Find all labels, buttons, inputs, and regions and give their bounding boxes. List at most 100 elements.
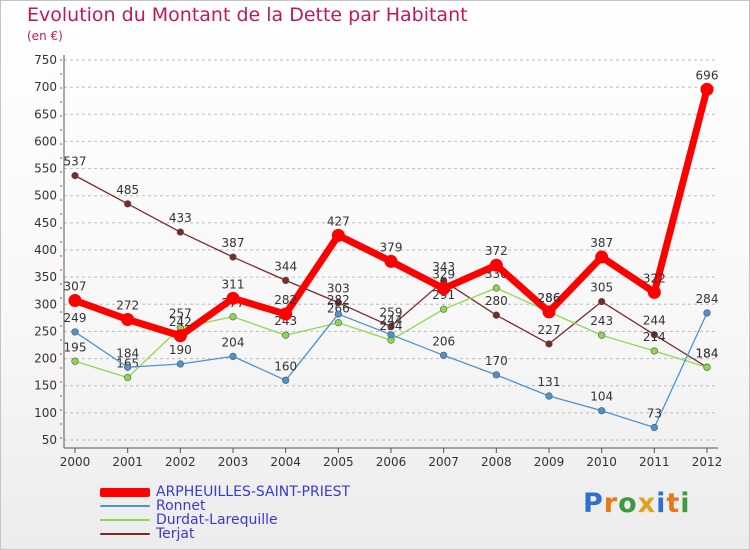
data-point [647,285,661,299]
legend-label: Durdat-Larequille [156,512,278,528]
y-tick-label: 400 [34,243,57,257]
data-label: 427 [327,214,350,228]
data-label: 272 [116,298,139,312]
y-tick-label: 450 [34,216,57,230]
data-label: 343 [432,260,455,274]
x-tick-label: 2008 [481,455,512,469]
data-point [545,340,553,348]
data-point [229,253,237,261]
data-point [68,293,82,307]
legend-swatch [100,519,150,521]
data-label: 387 [590,236,613,250]
x-tick-label: 2011 [639,455,670,469]
data-point [176,360,184,368]
logo-letter: P [583,488,604,519]
x-tick-label: 2004 [270,455,301,469]
data-label: 485 [116,183,139,197]
logo-letter: i [680,488,691,519]
y-tick-label: 600 [34,134,57,148]
x-tick-label: 2000 [60,455,91,469]
proxiti-logo: Proxiti [583,488,691,519]
data-point [176,228,184,236]
data-label: 104 [590,390,613,404]
data-label: 311 [222,277,245,291]
data-point [282,276,290,285]
data-point [703,309,711,317]
data-label: 307 [64,279,87,293]
data-label: 282 [274,293,297,307]
data-label: 537 [64,155,87,169]
data-point [440,351,448,359]
data-point [598,297,606,306]
data-label: 259 [380,306,403,320]
x-tick-label: 2012 [692,455,723,469]
y-tick-label: 650 [34,107,57,121]
data-point [492,371,500,379]
data-point [387,322,395,331]
data-label: 204 [222,335,245,349]
data-point [124,373,132,382]
data-point [492,284,500,292]
data-point [71,328,79,336]
data-point [598,331,606,339]
y-tick-label: 550 [34,162,57,176]
data-label: 242 [169,315,192,329]
data-point [279,307,293,321]
chart-subtitle: (en €) [27,29,63,43]
legend-swatch [100,505,150,507]
data-label: 291 [432,288,455,302]
data-point [124,200,132,208]
x-tick-label: 2002 [165,455,196,469]
x-tick-label: 2003 [218,455,249,469]
data-label: 184 [696,346,719,360]
data-label: 244 [643,314,666,328]
y-tick-label: 350 [34,270,57,284]
data-point [440,305,448,313]
data-point [334,310,342,318]
data-label: 131 [538,375,561,389]
logo-letter: t [666,488,681,519]
data-point [650,331,658,339]
data-label: 696 [696,68,719,82]
y-tick-label: 200 [34,352,57,366]
data-label: 284 [696,292,719,306]
x-tick-label: 2005 [323,455,354,469]
data-label: 344 [274,259,297,273]
data-point [226,291,240,305]
y-tick-label: 300 [34,297,57,311]
data-label: 305 [590,281,613,295]
data-label: 234 [380,319,403,333]
data-point [703,363,711,371]
data-label: 195 [64,340,87,354]
data-point [598,407,606,415]
data-point [387,331,395,339]
x-tick-label: 2007 [428,455,459,469]
data-label: 387 [222,236,245,250]
data-point [542,305,556,319]
legend-swatch [100,533,150,535]
data-label: 282 [327,293,350,307]
data-point [650,423,658,432]
legend-label: Terjat [156,526,195,542]
x-tick-label: 2006 [376,455,407,469]
data-point [492,311,500,319]
data-point [700,82,714,96]
data-point [437,282,451,296]
data-point [334,299,342,307]
data-label: 243 [590,314,613,328]
data-label: 322 [643,271,666,285]
data-label: 170 [485,354,508,368]
logo-letter: r [603,488,619,519]
data-point [229,313,237,321]
y-tick-label: 50 [42,433,57,447]
y-tick-label: 750 [34,53,57,67]
data-label: 433 [169,211,192,225]
legend-label: Ronnet [156,498,206,514]
x-tick-label: 2010 [586,455,617,469]
data-label: 206 [432,334,455,348]
data-label: 160 [274,359,297,373]
data-label: 73 [647,407,662,421]
x-tick-label: 2001 [112,455,143,469]
data-label: 214 [643,330,666,344]
data-point [71,357,79,365]
